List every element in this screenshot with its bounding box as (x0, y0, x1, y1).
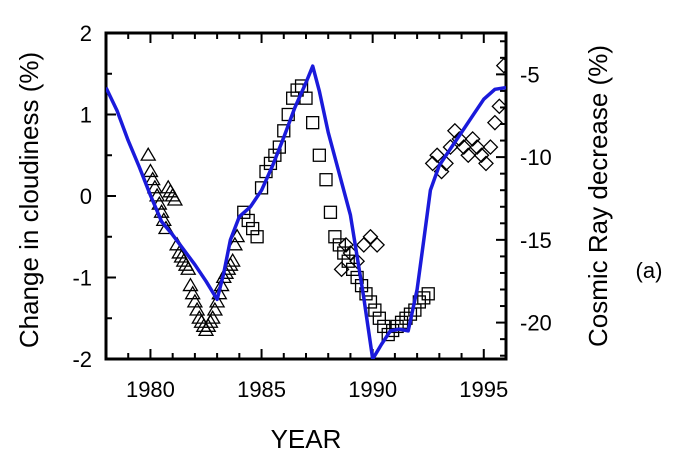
x-tick-label: 1985 (237, 377, 286, 402)
square-point (312, 148, 326, 162)
diamond-point (455, 139, 472, 156)
square-point (246, 221, 260, 236)
triangle-point (140, 146, 157, 161)
square-point (350, 270, 364, 285)
square-point (328, 230, 342, 244)
square-point (332, 238, 346, 252)
diamond-point (464, 131, 481, 147)
y-left-tick-label: 1 (80, 103, 92, 128)
x-tick-label: 1990 (348, 377, 397, 402)
y-right-tick-label: -5 (520, 62, 540, 87)
cosmic-ray-line (106, 64, 506, 359)
square-point (341, 254, 355, 268)
diamond-point (482, 139, 499, 156)
triangle-point (144, 171, 161, 186)
y-left-tick-label: -2 (72, 347, 92, 372)
square-point (319, 173, 333, 187)
triangle-point (197, 322, 215, 337)
square-point (377, 319, 391, 334)
square-point (254, 181, 269, 195)
diamond-point (355, 236, 372, 253)
diamond-point (446, 122, 463, 139)
triangle-point (188, 301, 206, 316)
diamond-point (486, 114, 503, 131)
series-layer (106, 57, 506, 359)
square-point (306, 116, 320, 130)
y-right-axis-title: Cosmic Ray decrease (%) (583, 45, 613, 347)
y-left-tick-labels: 2 1 0 -1 -2 (72, 21, 92, 372)
triangle-point (211, 285, 228, 300)
square-point (417, 291, 431, 305)
diamond-point (473, 147, 490, 164)
diamond-point (451, 131, 468, 147)
square-point (237, 205, 251, 219)
square-point (250, 230, 264, 244)
triangle-point (186, 293, 204, 308)
square-point (337, 246, 351, 260)
square-point (421, 287, 435, 301)
square-point (390, 319, 404, 334)
diamond-point (424, 155, 441, 172)
triangle-point (208, 293, 226, 308)
x-tick-label: 1995 (459, 377, 508, 402)
diamond-point (491, 98, 506, 115)
square-point (359, 287, 373, 301)
x-tick-label: 1980 (126, 377, 175, 402)
y-right-tick-labels: -5 -10 -15 -20 (520, 62, 552, 335)
triangle-point (180, 261, 197, 275)
x-axis-title: YEAR (271, 424, 342, 454)
y-left-tick-label: 0 (80, 184, 92, 209)
y-left-axis-title: Change in cloudiness (%) (14, 52, 44, 348)
square-point (381, 327, 395, 342)
triangle-point (142, 163, 159, 178)
y-left-tick-label: 2 (80, 21, 92, 46)
y-right-tick-label: -15 (520, 228, 552, 253)
diamond-point (429, 147, 446, 164)
triangle-point (166, 191, 184, 206)
triangle-point (224, 252, 241, 267)
diamond-point (338, 236, 354, 253)
diamond-point (495, 57, 506, 74)
triangle-point (206, 301, 224, 316)
axis-ticks (105, 32, 507, 360)
square-point (372, 311, 386, 325)
square-point (394, 315, 409, 329)
y-right-tick-label: -20 (520, 311, 552, 336)
triangle-point (213, 277, 230, 292)
diamond-point (478, 155, 494, 172)
triangle-point (182, 277, 199, 292)
triangle-point (164, 187, 181, 202)
y-right-tick-label: -10 (520, 145, 552, 170)
diamond-point (349, 253, 366, 270)
diamond-point (333, 261, 350, 278)
diamond-point (460, 147, 477, 164)
triangle-point (204, 309, 221, 324)
diamond-point (362, 228, 379, 245)
panel-label: (a) (636, 258, 663, 283)
square-point (323, 205, 338, 219)
diamond-point (369, 236, 386, 253)
square-point (368, 303, 382, 317)
diamond-point (469, 139, 486, 156)
square-point (241, 213, 255, 228)
y-left-tick-label: -1 (72, 266, 92, 291)
x-tick-labels: 1980 1985 1990 1995 (126, 377, 508, 402)
triangle-point (184, 285, 201, 300)
triangle-point (157, 220, 175, 235)
